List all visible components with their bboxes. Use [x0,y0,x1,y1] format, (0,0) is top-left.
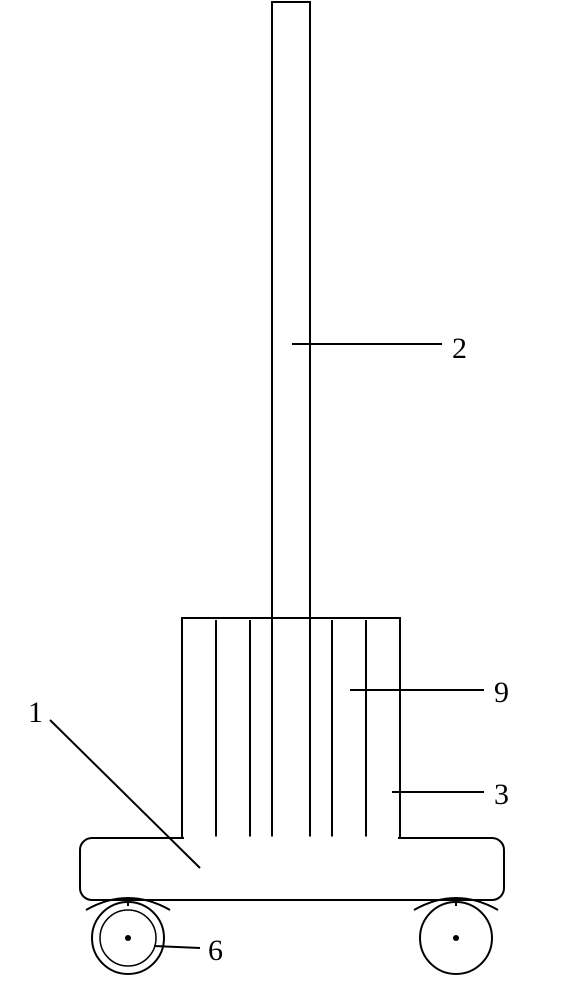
wheel-hub [125,935,131,941]
technical-diagram: 1 2 3 9 6 [0,0,572,1000]
leader-line-1 [50,720,200,868]
leader-line-6 [154,946,200,948]
pole [272,2,310,618]
wheel-hub [453,935,459,941]
label-6: 6 [208,934,223,968]
sleeve-outer [182,618,400,838]
diagram-svg [0,0,572,1000]
label-9: 9 [494,676,509,710]
wheel-right [414,898,498,974]
label-3: 3 [494,778,509,812]
label-2: 2 [452,332,467,366]
label-1: 1 [28,696,43,730]
base-platform [80,838,504,900]
